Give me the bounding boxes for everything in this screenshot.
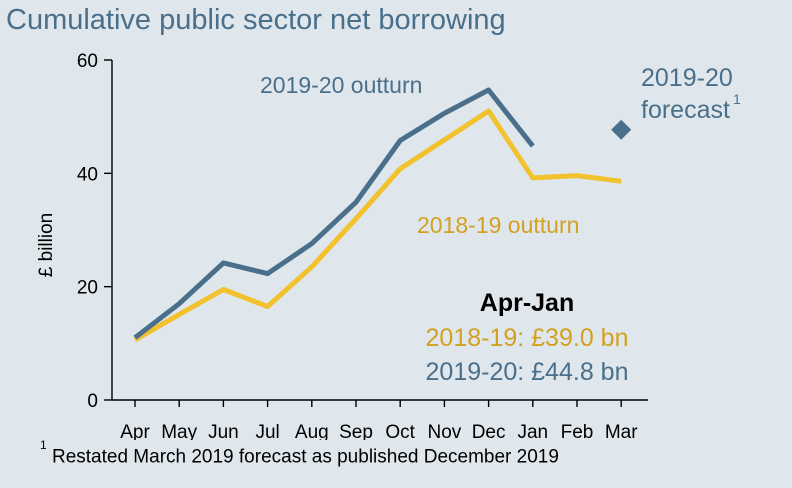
y-tick-label: 0 xyxy=(87,391,98,412)
summary-2018-19: 2018-19: £39.0 bn xyxy=(426,324,629,352)
x-tick-label: May xyxy=(161,422,197,440)
forecast-diamond-marker xyxy=(611,119,632,140)
summary-2019-20: 2019-20: £44.8 bn xyxy=(426,358,629,386)
footnote: 1 Restated March 2019 forecast as publis… xyxy=(40,438,559,468)
footnote-marker: 1 xyxy=(40,438,47,452)
x-tick-label: Sep xyxy=(339,422,373,440)
line-chart: 0 20 40 60 Apr May Jun Jul Aug Sep Oct Nov Dec Jan Feb… xyxy=(36,51,741,440)
forecast-layer xyxy=(611,119,632,140)
y-axis-title: £ billion xyxy=(36,213,57,277)
chart-axes: 0 20 40 60 Apr May Jun Jul Aug Sep Oct Nov Dec Jan Feb… xyxy=(77,51,648,440)
forecast-label-year: 2019-20 xyxy=(641,64,733,92)
x-tick-label: Aug xyxy=(295,422,329,440)
x-tick-label: Jun xyxy=(208,422,239,440)
y-tick-label: 20 xyxy=(77,278,98,299)
series-layer xyxy=(133,87,622,343)
x-tick-label: Oct xyxy=(385,422,415,440)
y-tick-label: 40 xyxy=(77,164,98,185)
y-axis-title-group: £ billion xyxy=(36,213,57,277)
series-label-2018-19: 2018-19 outturn xyxy=(417,212,579,238)
x-tick-label: Feb xyxy=(561,422,594,440)
annotations: 2019-20 outturn 2018-19 outturn 2019-20 for… xyxy=(260,64,741,386)
forecast-label-sup: 1 xyxy=(733,91,741,107)
x-tick-label: Jan xyxy=(517,422,548,440)
series-line-2018-19-outturn xyxy=(133,108,622,343)
x-tick-label: Nov xyxy=(428,422,462,440)
forecast-label-text: forecast xyxy=(641,96,730,124)
x-tick-label: Mar xyxy=(605,422,638,440)
x-tick-label: Apr xyxy=(120,422,150,440)
summary-heading: Apr-Jan xyxy=(480,289,574,317)
series-line-2019-20-outturn xyxy=(133,87,535,340)
x-tick-label: Dec xyxy=(472,422,506,440)
footnote-text: Restated March 2019 forecast as publishe… xyxy=(51,446,559,468)
chart-title: Cumulative public sector net borrowing xyxy=(6,4,506,36)
y-tick-label: 60 xyxy=(77,51,98,72)
series-label-2019-20: 2019-20 outturn xyxy=(260,72,422,98)
x-tick-label: Jul xyxy=(255,422,279,440)
